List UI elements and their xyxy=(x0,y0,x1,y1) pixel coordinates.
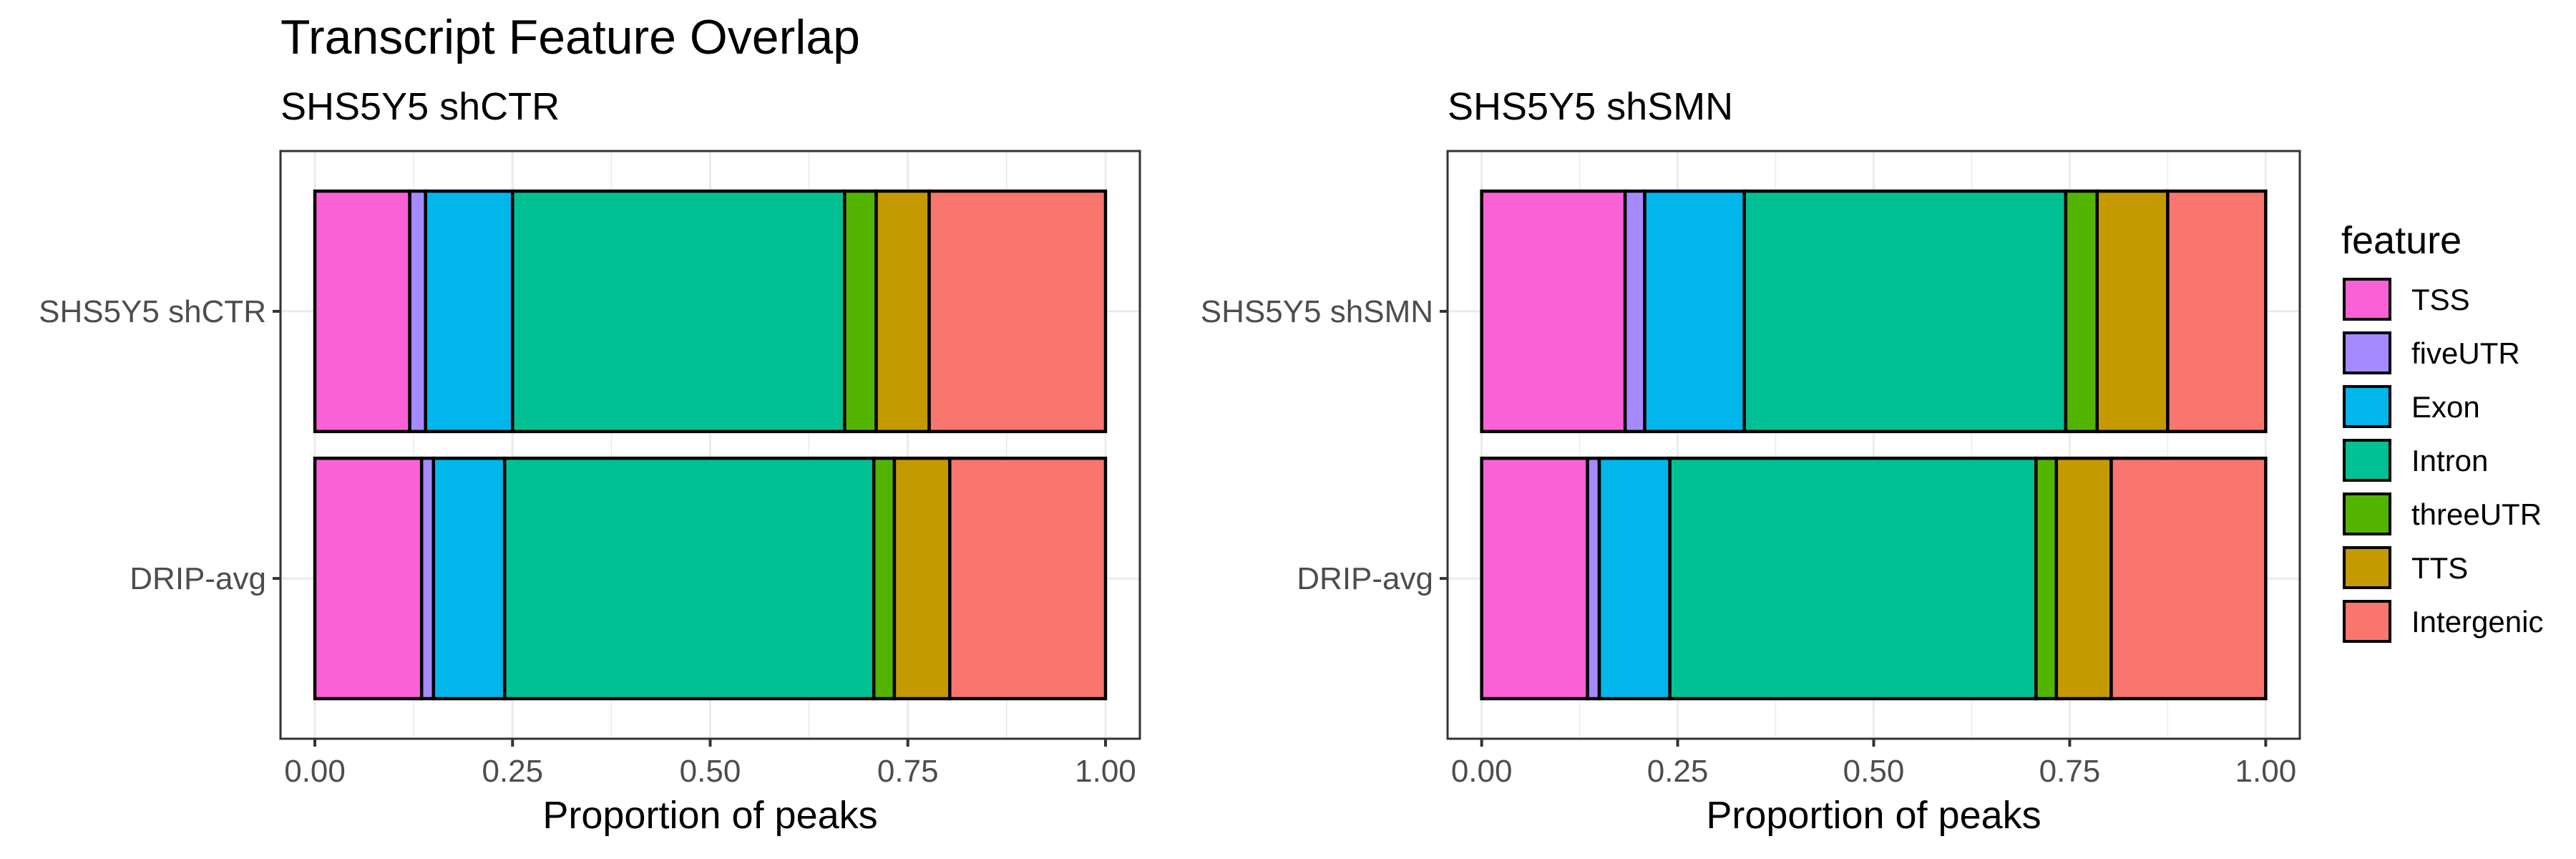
x-tick-label: 0.00 xyxy=(284,754,346,789)
legend-swatch xyxy=(2343,331,2391,374)
x-axis-title: Proportion of peaks xyxy=(1706,794,2041,837)
bar-segment-tss xyxy=(1480,189,1627,434)
bar-shs5y5-shsmn xyxy=(1480,189,2268,434)
legend-item-intergenic: Intergenic xyxy=(2343,600,2543,643)
legend-item-fiveutr: fiveUTR xyxy=(2343,331,2520,374)
panel-shsmn: SHS5Y5 shSMN SHS5Y5 shSMN DRIP-avg 0.00 0.25… xyxy=(1201,85,2301,837)
legend-label: Intron xyxy=(2411,444,2488,477)
bar-segment-intron xyxy=(502,456,876,701)
bar-segment-exon xyxy=(1643,189,1746,434)
legend-swatch xyxy=(2343,385,2391,428)
legend-swatch xyxy=(2343,600,2391,643)
bar-segment-tss xyxy=(313,456,424,701)
bar-segment-intron xyxy=(1742,189,2068,434)
legend-item-threeutr: threeUTR xyxy=(2343,492,2542,535)
bar-shs5y5-shctr xyxy=(313,189,1108,434)
x-tick-label: 0.75 xyxy=(877,754,939,789)
legend-swatch xyxy=(2343,439,2391,482)
y-tick-label: SHS5Y5 shSMN xyxy=(1201,294,1433,329)
legend-items: TSS fiveUTR Exon Intron threeUTR TTS Intergeni… xyxy=(2343,278,2543,643)
bar-segment-intergenic xyxy=(2109,456,2268,701)
bar-drip-avg xyxy=(313,456,1108,701)
bar-segment-fiveutr xyxy=(408,189,427,434)
bar-segment-threeutr xyxy=(872,456,897,701)
x-tick-label: 0.00 xyxy=(1451,754,1513,789)
x-tick-label: 0.75 xyxy=(2039,754,2101,789)
panel-subtitle: SHS5Y5 shCTR xyxy=(280,85,560,128)
y-tick-label: DRIP-avg xyxy=(130,561,266,596)
bar-segment-tts xyxy=(874,189,931,434)
bar-segment-fiveutr xyxy=(1623,189,1646,434)
bar-segment-intergenic xyxy=(2166,189,2268,434)
legend-label: TSS xyxy=(2411,283,2470,316)
x-tick-label: 1.00 xyxy=(2235,754,2297,789)
legend-label: Exon xyxy=(2411,390,2480,424)
bar-segment-exon xyxy=(1597,456,1672,701)
bar-segment-tts xyxy=(2054,456,2113,701)
bar-segment-fiveutr xyxy=(419,456,436,701)
panel-shctr: SHS5Y5 shCTR SHS5Y5 shCTR DRIP-avg 0.00 0.25… xyxy=(39,85,1141,837)
x-tick-label: 0.50 xyxy=(680,754,741,789)
bar-segment-threeutr xyxy=(2034,456,2059,701)
x-axis-title: Proportion of peaks xyxy=(542,794,877,837)
legend-item-tts: TTS xyxy=(2343,546,2468,589)
bar-segment-intron xyxy=(1668,456,2038,701)
bar-segment-fiveutr xyxy=(1586,456,1601,701)
y-tick-label: DRIP-avg xyxy=(1297,561,1433,596)
x-tick-label: 0.25 xyxy=(1647,754,1709,789)
bar-segment-exon xyxy=(431,456,507,701)
legend-label: fiveUTR xyxy=(2411,336,2520,370)
legend-item-intron: Intron xyxy=(2343,439,2488,482)
bar-segment-exon xyxy=(424,189,514,434)
chart-title: Transcript Feature Overlap xyxy=(280,10,860,64)
bar-segment-tss xyxy=(1480,456,1589,701)
legend-swatch xyxy=(2343,278,2391,321)
bar-segment-intron xyxy=(511,189,847,434)
x-tick-label: 0.25 xyxy=(482,754,543,789)
panel-subtitle: SHS5Y5 shSMN xyxy=(1448,85,1733,128)
bar-segment-intergenic xyxy=(927,189,1108,434)
y-tick-label: SHS5Y5 shCTR xyxy=(39,294,266,329)
legend-title: feature xyxy=(2341,219,2462,262)
legend-swatch xyxy=(2343,492,2391,535)
bar-segment-threeutr xyxy=(843,189,878,434)
legend-item-exon: Exon xyxy=(2343,385,2480,428)
bar-drip-avg xyxy=(1480,456,2268,701)
legend-item-tss: TSS xyxy=(2343,278,2470,321)
legend-label: threeUTR xyxy=(2411,498,2542,531)
legend-label: Intergenic xyxy=(2411,605,2543,639)
bar-segment-tts xyxy=(892,456,952,701)
bar-segment-tts xyxy=(2095,189,2170,434)
bar-segment-threeutr xyxy=(2064,189,2099,434)
x-tick-label: 1.00 xyxy=(1075,754,1136,789)
legend-swatch xyxy=(2343,546,2391,589)
bar-segment-intergenic xyxy=(948,456,1108,701)
legend-label: TTS xyxy=(2411,551,2468,585)
bar-segment-tss xyxy=(313,189,411,434)
x-tick-label: 0.50 xyxy=(1843,754,1905,789)
legend: feature TSS fiveUTR Exon Intron threeUTR TTS I… xyxy=(2341,219,2543,643)
